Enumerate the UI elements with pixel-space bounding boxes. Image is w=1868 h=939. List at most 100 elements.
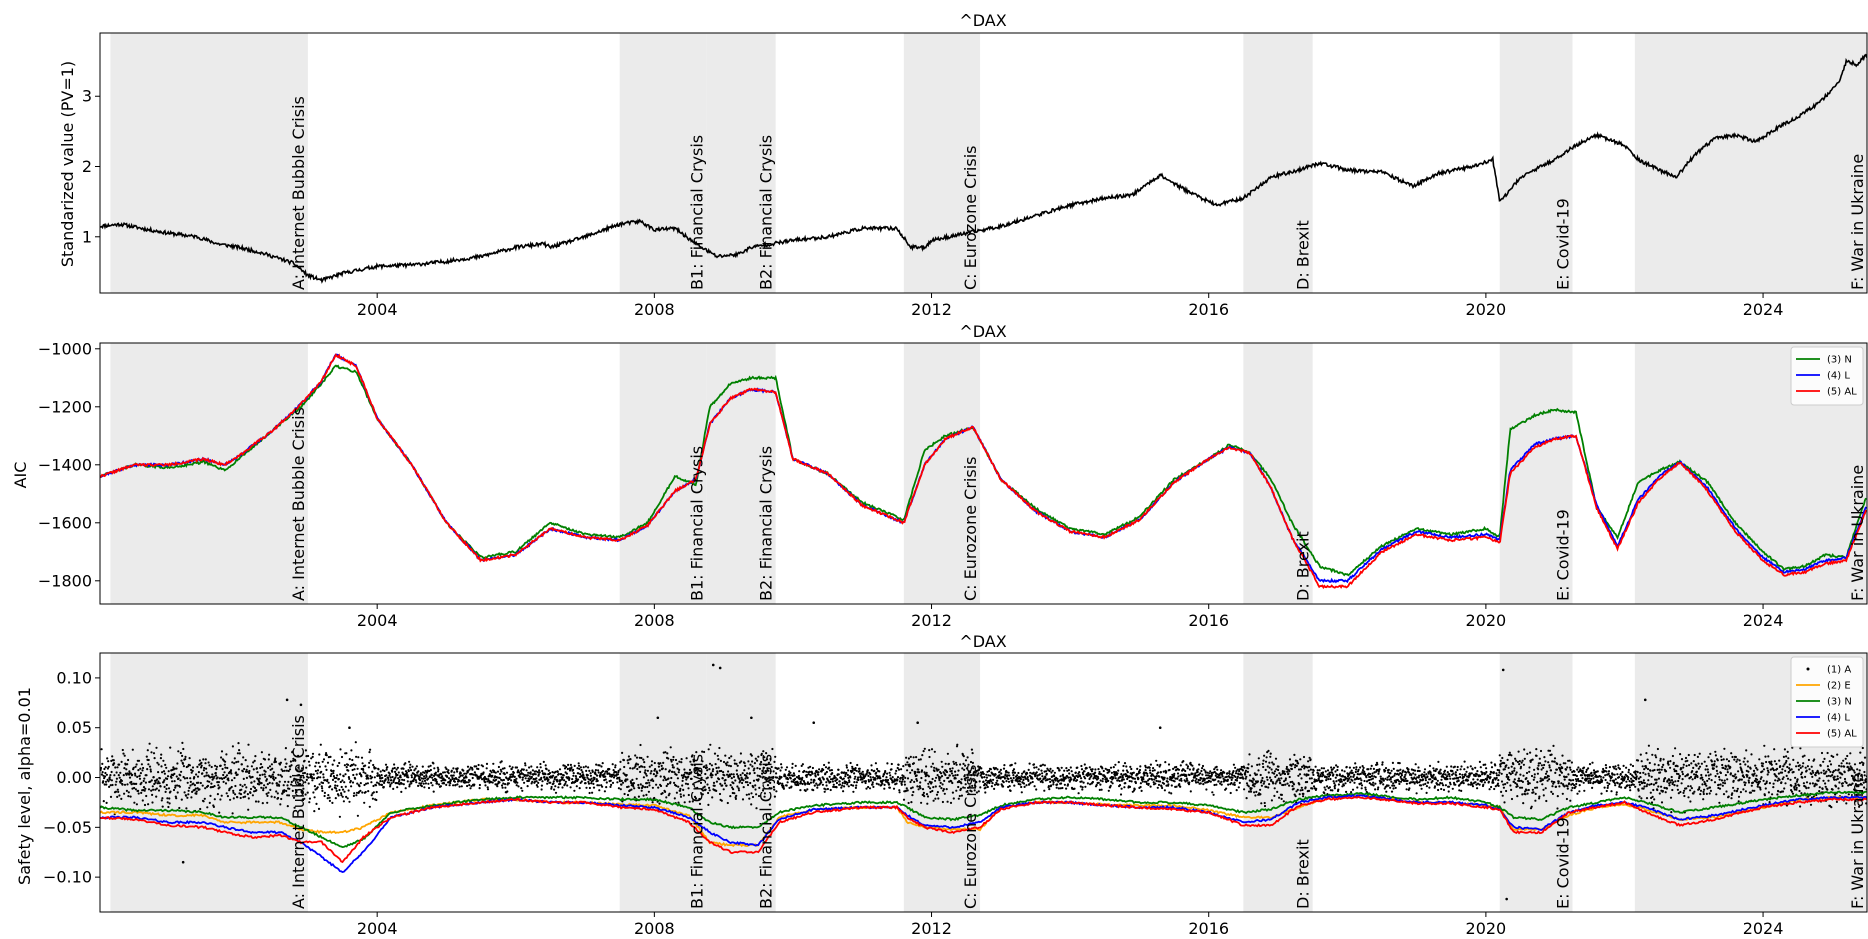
point-A [882, 773, 886, 776]
point-A [105, 783, 108, 786]
point-A [550, 785, 553, 789]
point-A [1198, 779, 1201, 782]
point-A [951, 767, 954, 770]
point-A [1587, 767, 1590, 770]
point-A [957, 785, 960, 789]
point-A [1194, 774, 1197, 777]
point-A [1436, 783, 1439, 786]
point-A [754, 784, 757, 787]
point-A [780, 766, 783, 769]
point-A [1168, 791, 1171, 794]
point-A [961, 767, 964, 770]
point-A [190, 768, 193, 772]
point-A [1191, 772, 1194, 775]
point-A [1273, 770, 1277, 773]
point-A [800, 764, 803, 768]
point-A [515, 777, 518, 780]
point-A [137, 789, 140, 793]
point-A [734, 779, 737, 782]
point-A [1525, 789, 1528, 792]
aic-panel-ylabel: AIC [11, 462, 30, 489]
point-A [1619, 772, 1622, 776]
point-A [1586, 777, 1589, 780]
point-A [631, 778, 634, 782]
point-A [183, 791, 186, 794]
point-A [439, 785, 442, 788]
point-A [145, 755, 148, 758]
point-A [890, 762, 893, 766]
point-A [1325, 775, 1328, 779]
point-A [452, 784, 455, 787]
point-A [768, 803, 772, 806]
point-A [1272, 782, 1275, 785]
point-A [570, 766, 573, 769]
point-A [552, 774, 555, 777]
point-A [161, 771, 164, 774]
point-A [597, 769, 600, 772]
point-A [375, 781, 379, 784]
point-A [780, 763, 783, 766]
point-A [1416, 776, 1419, 779]
point-A [1101, 777, 1104, 780]
point-A [953, 762, 956, 766]
point-A [708, 786, 711, 790]
point-A [995, 776, 998, 779]
point-A [103, 767, 106, 771]
point-A [1184, 769, 1187, 773]
point-A [614, 766, 617, 769]
point-A [278, 763, 282, 766]
point-A [1516, 785, 1519, 788]
point-A [759, 763, 762, 766]
point-A [497, 765, 500, 769]
crisis-label: B2: Financial Crysis [757, 135, 776, 290]
point-A [185, 794, 188, 797]
point-A [644, 769, 647, 772]
point-A [966, 756, 969, 759]
point-A [1004, 773, 1007, 776]
point-A [705, 766, 709, 769]
point-A [981, 776, 984, 779]
point-A [603, 790, 607, 793]
point-A [1512, 780, 1515, 783]
point-A [639, 743, 642, 747]
point-A [1298, 773, 1302, 776]
point-A [1460, 789, 1463, 793]
point-A [1095, 783, 1098, 787]
point-A [1269, 752, 1272, 755]
point-A [160, 799, 163, 802]
point-A [475, 765, 478, 768]
point-A [463, 772, 466, 775]
point-A [205, 774, 208, 777]
point-A [1561, 766, 1564, 770]
point-A [1171, 773, 1174, 776]
point-A [1268, 783, 1271, 786]
point-A [1556, 762, 1559, 766]
point-A [354, 741, 357, 744]
point-A [413, 769, 416, 772]
point-A [1508, 751, 1511, 754]
point-A [580, 780, 583, 783]
point-A [1011, 771, 1014, 774]
point-A [255, 767, 258, 770]
point-A [1528, 770, 1531, 773]
point-A [337, 777, 340, 781]
point-A [670, 776, 673, 780]
point-A [1540, 768, 1543, 771]
point-A [1327, 775, 1331, 778]
point-A [178, 806, 181, 810]
point-A [263, 758, 267, 761]
point-A [1509, 784, 1512, 787]
point-A [1276, 790, 1279, 794]
point-A [1492, 781, 1495, 784]
crisis-label: E: Covid-19 [1554, 198, 1573, 290]
point-A [653, 796, 656, 800]
point-A [1382, 783, 1385, 786]
point-A [721, 777, 724, 780]
point-A [1442, 788, 1446, 792]
point-A [327, 756, 330, 759]
point-A [1407, 768, 1410, 771]
point-A [836, 778, 839, 781]
point-A [1296, 788, 1299, 792]
point-A [980, 767, 983, 770]
point-A [1340, 780, 1343, 783]
